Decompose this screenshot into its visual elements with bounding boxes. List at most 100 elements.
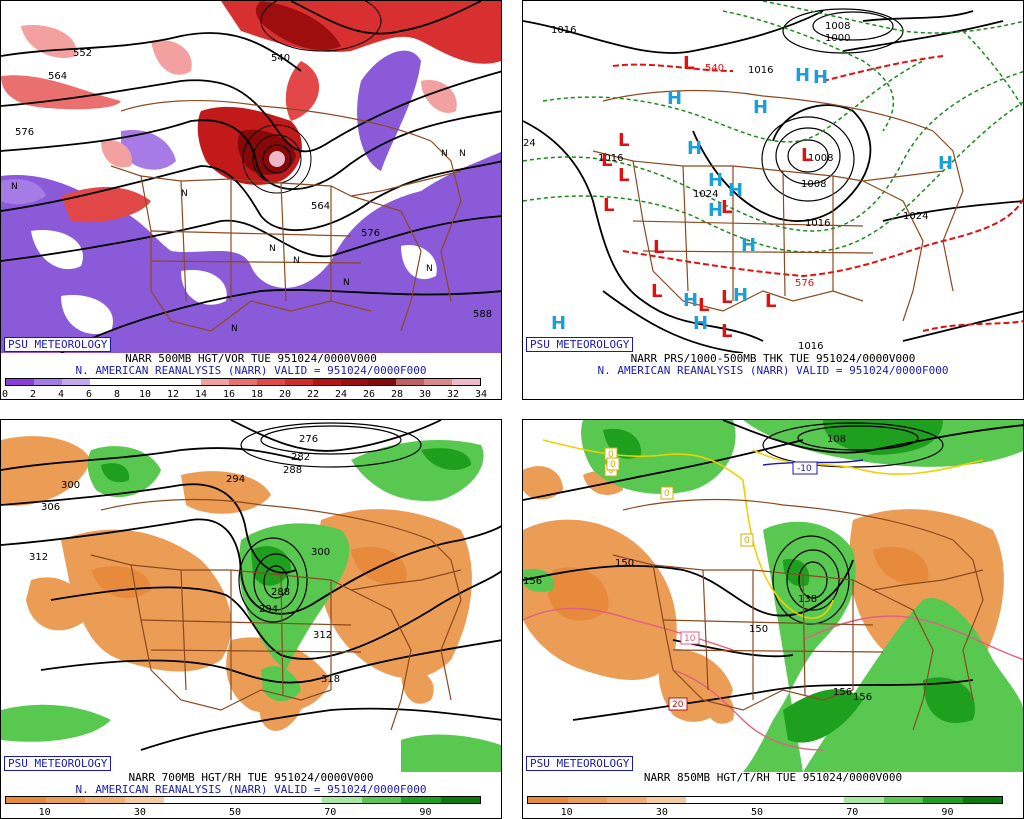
svg-text:-10: -10 bbox=[797, 464, 812, 474]
colorbar-swatch bbox=[173, 379, 202, 385]
contour-label: 312 bbox=[29, 552, 48, 563]
contour-label: 300 bbox=[311, 547, 330, 558]
contour-label: 588 bbox=[473, 309, 492, 320]
colorbar-swatch bbox=[6, 797, 46, 803]
colorbar-swatch bbox=[256, 379, 285, 385]
colorbar-tick-label: 90 bbox=[419, 807, 432, 818]
colorbar-swatch bbox=[452, 379, 480, 385]
colorbar-tick-label: 4 bbox=[57, 389, 65, 400]
colorbar-tick-label: 30 bbox=[655, 807, 668, 818]
temperature-label: 10 bbox=[680, 631, 700, 645]
colorbar-swatch bbox=[322, 797, 362, 803]
colorbar-swatch bbox=[124, 797, 164, 803]
colorbar-tick-label: 28 bbox=[390, 389, 404, 400]
panel-title: NARR 500MB HGT/VOR TUE 951024/0000V000 bbox=[125, 352, 377, 365]
high-pressure-marker: H bbox=[551, 313, 566, 334]
isobar-label: 1024 bbox=[693, 189, 718, 200]
vort-min-marker: N bbox=[426, 264, 433, 274]
panel-title: NARR 700MB HGT/RH TUE 951024/0000V000 bbox=[128, 771, 374, 784]
panel-title: NARR 850MB HGT/T/RH TUE 951024/0000V000 bbox=[643, 771, 903, 784]
low-pressure-marker: L bbox=[651, 281, 662, 302]
contour-label: 564 bbox=[48, 71, 67, 82]
colorbar-swatch bbox=[361, 797, 401, 803]
vort-min-marker: N bbox=[181, 189, 188, 199]
low-pressure-marker: L bbox=[601, 150, 612, 171]
low-pressure-marker: L bbox=[801, 145, 812, 166]
colorbar-tick-label: 90 bbox=[941, 807, 954, 818]
colorbar-tick-labels: 0 2 4 6 8 10 12 14 16 18 20 22 24 26 28 30 32 34 bbox=[2, 389, 487, 400]
low-pressure-marker: L bbox=[765, 291, 776, 312]
high-pressure-marker: H bbox=[693, 313, 708, 334]
contour-label: 294 bbox=[226, 474, 245, 485]
svg-text:0: 0 bbox=[744, 536, 750, 546]
contour-label: 294 bbox=[259, 604, 278, 615]
colorbar-swatch bbox=[567, 797, 607, 803]
contour-label: 156 bbox=[523, 576, 542, 587]
panel-subtitle: N. AMERICAN REANALYSIS (NARR) VALID = 95… bbox=[75, 783, 427, 796]
temperature-label: 0 bbox=[740, 533, 754, 547]
contour-label: 150 bbox=[749, 624, 768, 635]
colorbar-tick-label: 22 bbox=[306, 389, 320, 400]
rh-colorbar bbox=[527, 796, 1003, 804]
isobar-label: 1016 bbox=[748, 65, 773, 76]
colorbar-swatch bbox=[85, 797, 125, 803]
colorbar-swatch bbox=[312, 379, 341, 385]
colorbar-swatch bbox=[883, 797, 923, 803]
isobar-label: 1008 bbox=[825, 21, 850, 32]
low-pressure-marker: L bbox=[721, 287, 732, 308]
isobar-label: 1016 bbox=[598, 153, 623, 164]
low-pressure-marker: L bbox=[721, 197, 732, 218]
colorbar-swatch bbox=[243, 797, 283, 803]
temperature-label: 20 bbox=[668, 697, 688, 711]
colorbar-swatch bbox=[962, 797, 1002, 803]
colorbar-swatch bbox=[844, 797, 884, 803]
high-pressure-marker: H bbox=[708, 200, 723, 221]
svg-text:0: 0 bbox=[608, 466, 614, 476]
colorbar-swatch bbox=[401, 797, 441, 803]
contour-label: 540 bbox=[271, 53, 290, 64]
vort-min-marker: N bbox=[293, 256, 300, 266]
isobar-label: 1016 bbox=[551, 25, 576, 36]
colorbar-tick-label: 30 bbox=[133, 807, 146, 818]
colorbar-swatch bbox=[424, 379, 452, 385]
low-pressure-marker: L bbox=[721, 321, 732, 342]
contour-label: 300 bbox=[61, 480, 80, 491]
thickness-label: 540 bbox=[705, 63, 724, 74]
colorbar-swatch bbox=[45, 797, 85, 803]
contour-label: 576 bbox=[15, 127, 34, 138]
contour-label: 156 bbox=[833, 687, 852, 698]
colorbar-swatch bbox=[282, 797, 322, 803]
temperature-label: 0 bbox=[660, 486, 674, 500]
colorbar-swatch bbox=[164, 797, 204, 803]
colorbar-tick-label: 50 bbox=[229, 807, 242, 818]
contour-label: 276 bbox=[299, 434, 318, 445]
contour-label: 288 bbox=[271, 587, 290, 598]
psu-meteorology-logo: PSU METEOROLOGY bbox=[526, 756, 634, 771]
high-pressure-marker: H bbox=[728, 180, 743, 201]
isobar-label: 1016 bbox=[798, 341, 823, 352]
low-pressure-marker: L bbox=[618, 165, 629, 186]
svg-text:0: 0 bbox=[610, 460, 616, 470]
colorbar-tick-label: 8 bbox=[113, 389, 121, 400]
colorbar-swatch bbox=[646, 797, 686, 803]
contour-label: 108 bbox=[827, 434, 846, 445]
colorbar-tick-label: 18 bbox=[250, 389, 264, 400]
high-pressure-marker: H bbox=[813, 67, 828, 88]
isobar-label: 24 bbox=[523, 138, 536, 149]
panel-850mb-temp-rh: 150 156 150 138 156 156 108 -10 0 0 0 0 … bbox=[522, 419, 1024, 819]
colorbar-swatch bbox=[229, 379, 257, 385]
isobar-label: 1000 bbox=[825, 33, 850, 44]
vort-min-marker: N bbox=[231, 324, 238, 334]
high-pressure-marker: H bbox=[741, 235, 756, 256]
low-pressure-marker: L bbox=[653, 237, 664, 258]
high-pressure-marker: H bbox=[708, 170, 723, 191]
map-500mb-vorticity: 552 564 576 540 564 576 588 N N N N N N … bbox=[1, 1, 501, 353]
panel-subtitle: N. AMERICAN REANALYSIS (NARR) VALID = 95… bbox=[75, 364, 427, 377]
colorbar-swatch bbox=[765, 797, 805, 803]
contour-label: 156 bbox=[853, 692, 872, 703]
colorbar-tick-label: 14 bbox=[194, 389, 208, 400]
vort-min-marker: N bbox=[343, 278, 350, 288]
high-pressure-marker: H bbox=[683, 290, 698, 311]
colorbar-tick-label: 70 bbox=[846, 807, 859, 818]
colorbar-tick-label: 10 bbox=[560, 807, 573, 818]
